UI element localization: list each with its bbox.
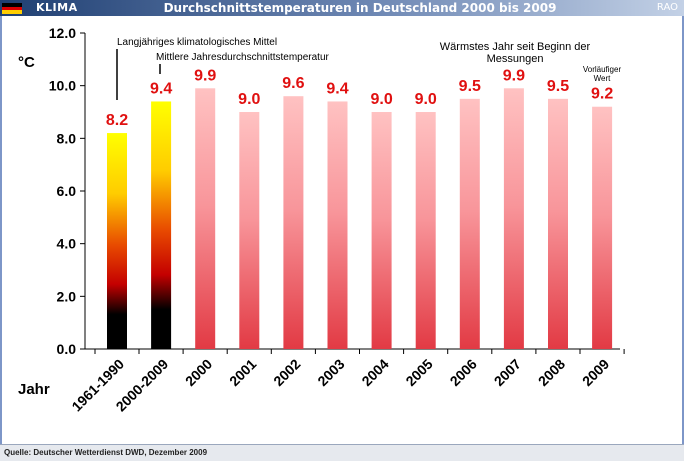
annotation-preliminary: Wert — [594, 74, 612, 83]
bar-value-label: 9.4 — [326, 80, 348, 97]
publisher-label: RAO — [656, 2, 678, 13]
bar — [592, 106, 613, 349]
bar-value-label: 9.6 — [282, 75, 304, 92]
bar — [239, 112, 260, 349]
title-bar: KLIMA Durchschnittstemperaturen in Deuts… — [0, 0, 684, 16]
x-tick-label: 2009 — [579, 356, 612, 389]
bar — [283, 96, 304, 349]
y-axis-unit-label: °C — [18, 54, 35, 71]
bar — [371, 112, 392, 349]
x-tick-label: 2007 — [491, 356, 524, 389]
y-tick-label: 4.0 — [57, 236, 77, 252]
bar — [327, 101, 348, 349]
bar-value-label: 9.9 — [194, 67, 216, 84]
x-tick-label: 2006 — [447, 356, 480, 389]
bar — [151, 101, 172, 349]
source-note: Quelle: Deutscher Wetterdienst DWD, Deze… — [4, 448, 208, 457]
bar-value-label: 9.4 — [150, 80, 172, 97]
x-tick-label: 2000 — [182, 356, 215, 389]
annotation-warmest-year: Wärmstes Jahr seit Beginn der — [440, 41, 591, 53]
bar-value-label: 9.9 — [503, 67, 525, 84]
page-title: Durchschnittstemperaturen in Deutschland… — [163, 1, 557, 15]
chart-panel: 0.0 2.0 4.0 6.0 8.0 10.0 12.0 °C Jahr 8.2 1961-19… — [0, 16, 684, 444]
bar-value-label: 9.0 — [238, 91, 260, 108]
footer-bar: Quelle: Deutscher Wetterdienst DWD, Deze… — [0, 444, 684, 461]
bar — [503, 88, 524, 350]
bar-value-label: 9.5 — [547, 78, 569, 95]
brand-label: KLIMA — [36, 1, 78, 14]
german-flag-icon — [2, 3, 22, 14]
x-tick-label: 2002 — [270, 356, 303, 389]
bar — [107, 133, 127, 349]
annotation-warmest-year: Messungen — [487, 53, 544, 65]
x-tick-label: 2001 — [226, 356, 259, 389]
y-tick-label: 6.0 — [57, 183, 77, 199]
bar — [459, 98, 480, 349]
bar-value-label: 9.5 — [459, 78, 481, 95]
y-tick-label: 10.0 — [49, 78, 76, 94]
bar-value-label: 9.2 — [591, 86, 613, 103]
bar-value-label: 9.0 — [415, 91, 437, 108]
bar-value-label: 9.0 — [370, 91, 392, 108]
x-tick-label: 2003 — [314, 356, 347, 389]
y-tick-label: 0.0 — [57, 341, 77, 357]
y-tick-label: 12.0 — [49, 25, 76, 41]
annotation-decade-mean: Mittlere Jahresdurchschnittstemperatur — [156, 52, 330, 63]
x-axis-title: Jahr — [18, 381, 50, 398]
annotation-preliminary: Vorläufiger — [583, 65, 622, 74]
y-tick-label: 2.0 — [57, 288, 77, 304]
annotation-long-term-mean: Langjähriges klimatologisches Mittel — [117, 37, 277, 48]
x-tick-label: 2005 — [402, 356, 435, 389]
x-tick-label: 2008 — [535, 356, 568, 389]
bar — [195, 88, 216, 350]
bar-value-label: 8.2 — [106, 112, 128, 129]
bar — [548, 98, 568, 349]
bar — [415, 112, 436, 349]
x-tick-label: 2004 — [358, 356, 391, 389]
y-tick-label: 8.0 — [57, 130, 77, 146]
